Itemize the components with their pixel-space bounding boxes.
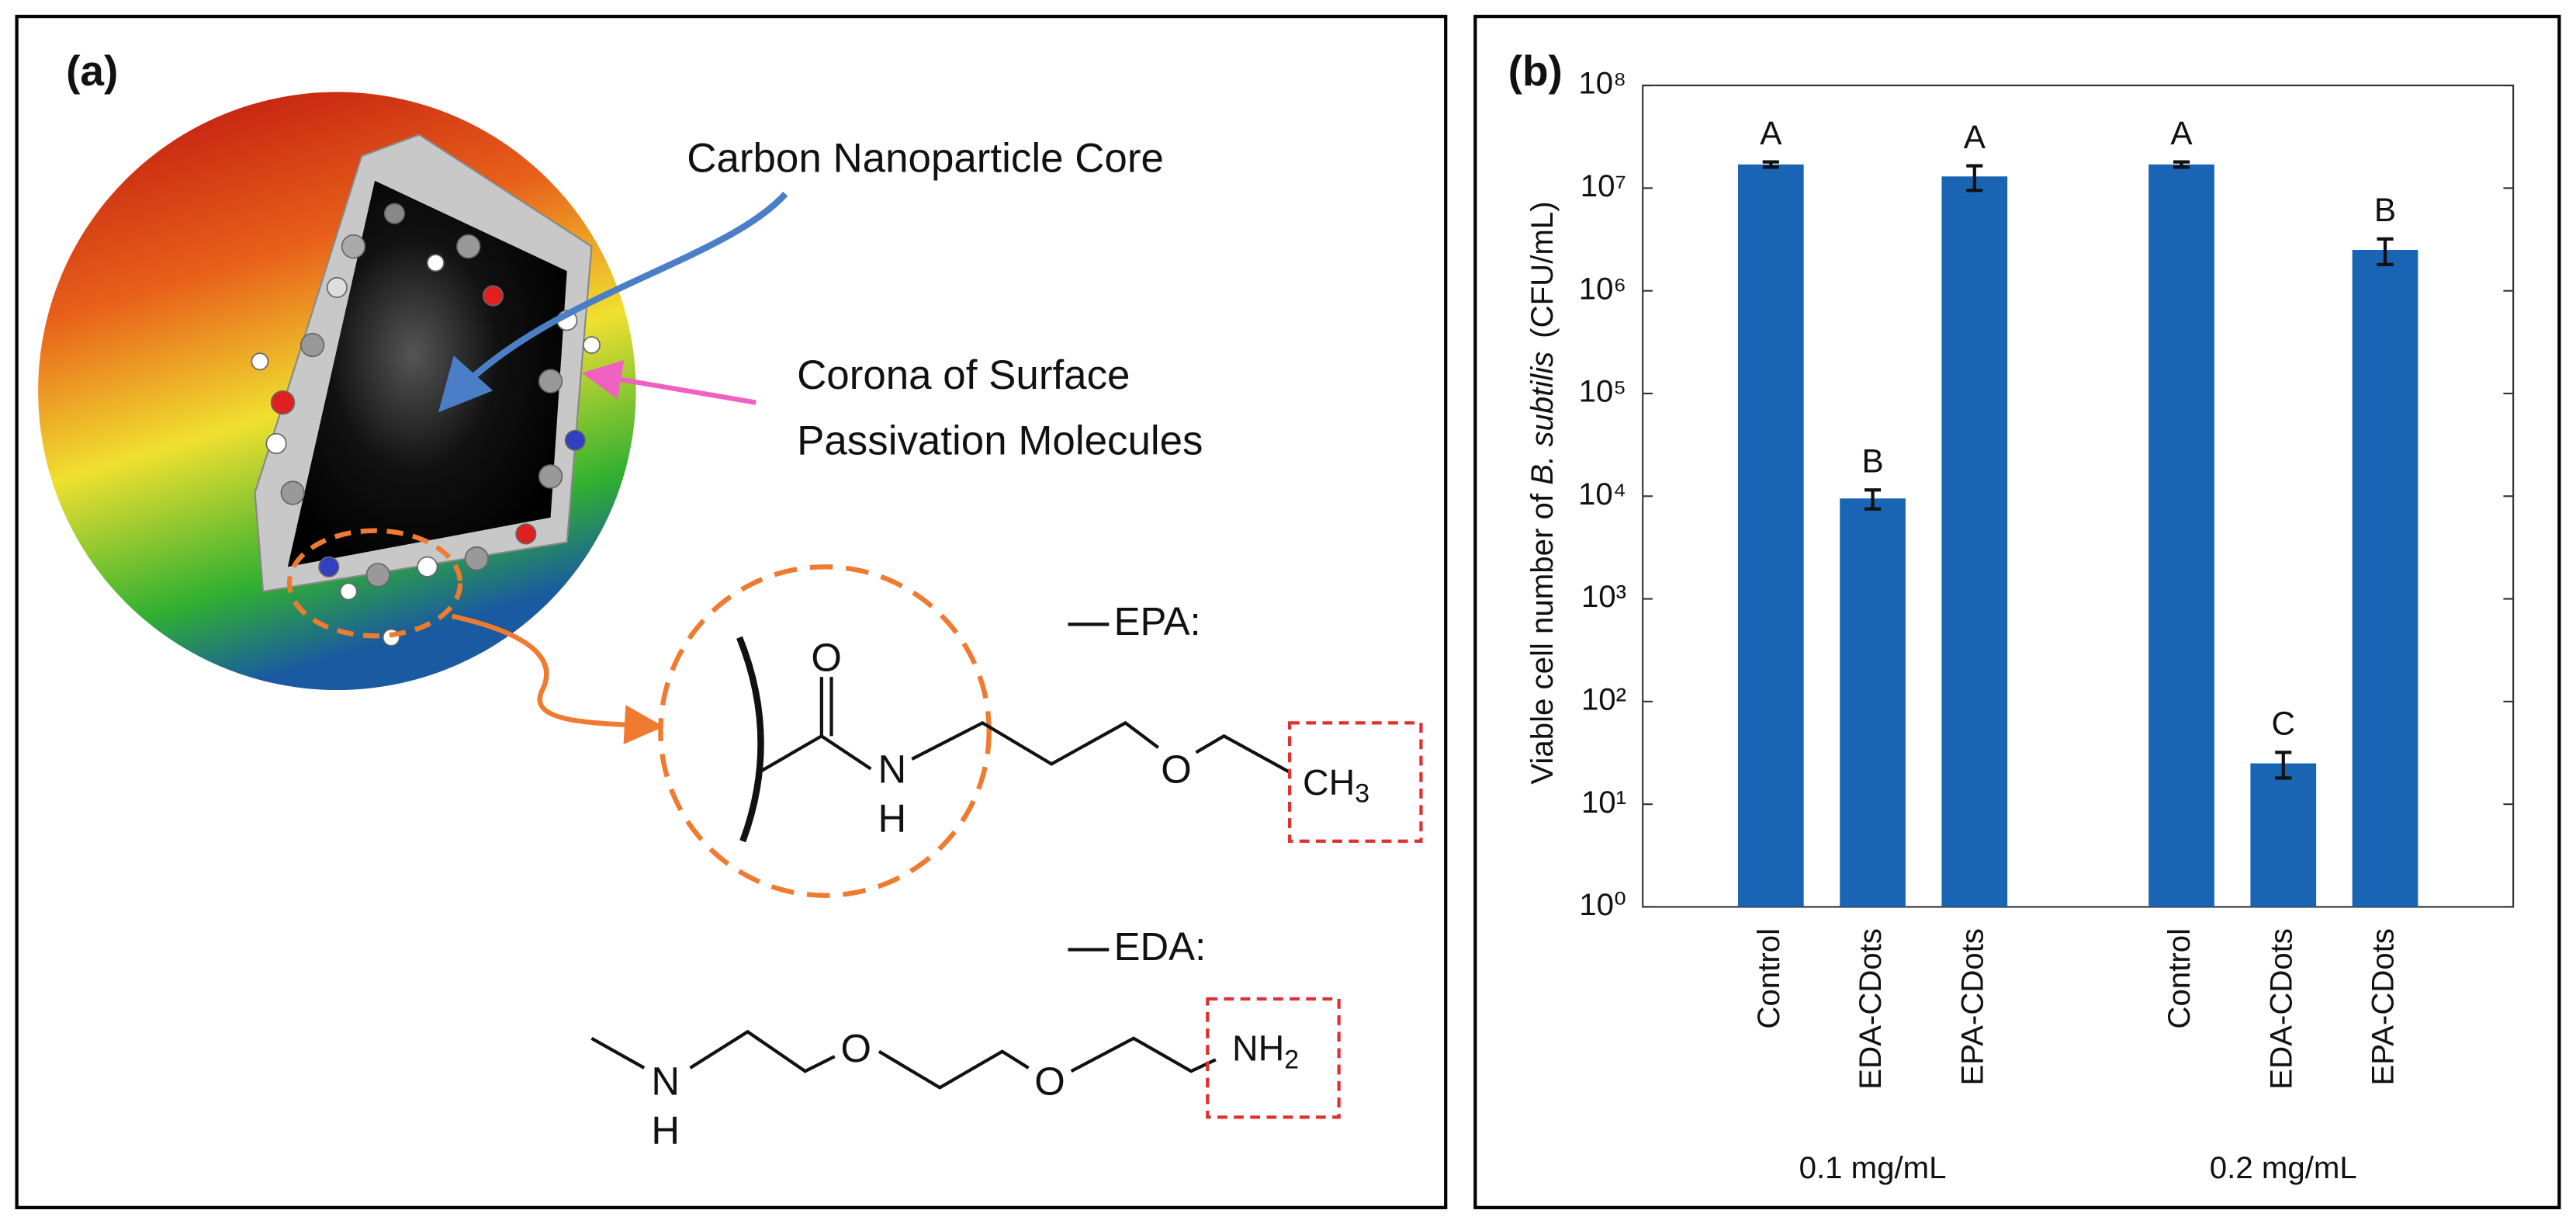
eda-label: EDA:	[1114, 924, 1207, 969]
x-tick-label: EPA-CDots	[1955, 928, 1989, 1086]
y-tick-label: 10⁴	[1578, 477, 1626, 511]
atom: H	[878, 796, 907, 841]
y-tick-label: 10⁷	[1581, 168, 1626, 203]
y-axis-label: Viable cell number of B. subtilis (CFU/mL…	[1525, 201, 1560, 784]
y-tick-label: 10³	[1581, 579, 1626, 614]
highlight	[286, 528, 463, 639]
bar	[2250, 763, 2317, 907]
y-tick-label: 10²	[1581, 681, 1626, 716]
significance-letter: A	[1760, 115, 1782, 151]
atom: CH3	[1303, 762, 1369, 808]
corona-label: Corona of Surface	[797, 352, 1130, 398]
highlight-box	[1206, 997, 1341, 1119]
eda-structure	[590, 1029, 1217, 1090]
highlight-box	[1288, 721, 1423, 843]
core-label: Carbon Nanoparticle Core	[687, 135, 1164, 181]
atom: NH	[1232, 1028, 1284, 1069]
bar	[1941, 176, 2008, 907]
atom: NH2	[1232, 1028, 1299, 1074]
panel-frame	[15, 15, 1448, 1209]
panel-label: (b)	[1508, 47, 1563, 95]
significance-letter: A	[2170, 115, 2193, 151]
group-label: 0.1 mg/mL	[1799, 1150, 1947, 1185]
atom: N	[878, 747, 907, 791]
atom: O	[1161, 747, 1192, 791]
x-tick-label: EDA-CDots	[2263, 928, 2298, 1090]
epa-structure	[736, 622, 1291, 843]
significance-letter: B	[2374, 192, 2396, 228]
core-arrow	[438, 191, 788, 413]
y-tick-label: 10⁶	[1579, 271, 1626, 306]
y-axis-label: Viable cell number of	[1525, 485, 1560, 785]
panel-label: (a)	[66, 47, 118, 95]
zoom-circle	[658, 564, 992, 898]
y-tick-label: 10⁵	[1579, 374, 1626, 409]
plot: 10⁰ 10¹ 10² 10³ 10⁴ 10⁵ 10⁶ 10⁷ 10⁸ A Control B EDA-…	[1578, 66, 2515, 1185]
group-label: 0.2 mg/mL	[2210, 1150, 2357, 1185]
zoom-arrow	[451, 613, 664, 744]
y-axis-label: (CFU/mL)	[1525, 201, 1560, 338]
x-tick-label: EPA-CDots	[2366, 928, 2401, 1086]
significance-letter: B	[1861, 443, 1883, 480]
x-tick-label: Control	[2162, 928, 2197, 1029]
bar	[1840, 498, 1906, 907]
atom: N	[651, 1059, 680, 1103]
corona-arrow	[581, 359, 757, 405]
atom: O	[841, 1026, 872, 1070]
panel-frame	[1473, 15, 2561, 1209]
bar	[2352, 250, 2418, 907]
y-tick-label: 10¹	[1581, 785, 1626, 820]
corona-label: Passivation Molecules	[797, 418, 1203, 464]
y-axis-label: B. subtilis	[1525, 352, 1560, 485]
significance-letter: A	[1964, 119, 1986, 155]
y-tick-label: 10⁸	[1578, 66, 1626, 101]
significance-letter: C	[2271, 706, 2295, 742]
subscript: 2	[1284, 1045, 1299, 1074]
atom: H	[651, 1108, 680, 1153]
atom: O	[1034, 1059, 1065, 1103]
x-tick-label: Control	[1751, 928, 1786, 1029]
atom: CH	[1303, 762, 1355, 803]
subscript: 3	[1355, 778, 1369, 808]
atom: O	[811, 635, 842, 679]
bar	[2148, 164, 2214, 907]
epa-label: EPA:	[1114, 599, 1201, 643]
y-tick-label: 10⁰	[1579, 887, 1626, 922]
bar	[1737, 164, 1804, 907]
nanoparticle	[38, 92, 636, 691]
x-tick-label: EDA-CDots	[1853, 928, 1888, 1090]
